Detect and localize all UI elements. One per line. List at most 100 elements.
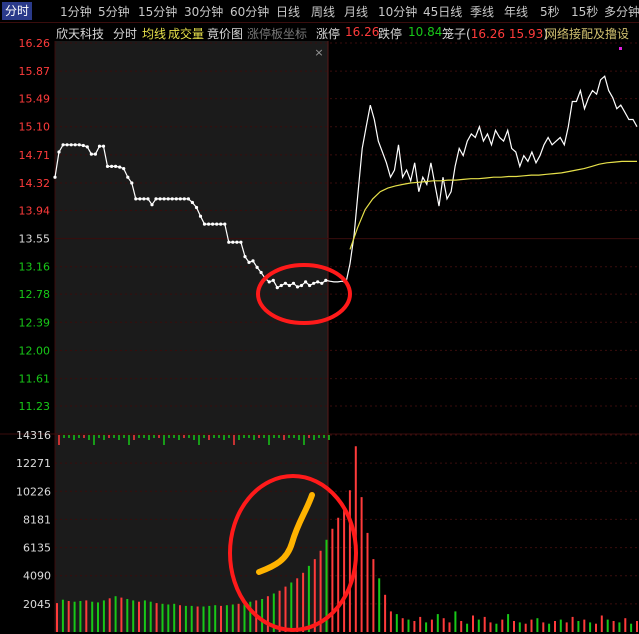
period-tab-1[interactable]: 1分钟 — [60, 5, 92, 19]
limit-down-label: 跌停 — [378, 27, 403, 41]
price-tick-label: 14.71 — [19, 149, 51, 162]
price-point — [219, 222, 223, 226]
period-tab-11[interactable]: 季线 — [470, 5, 495, 19]
price-point — [235, 240, 239, 244]
price-point — [53, 175, 57, 179]
volume-tick-label: 6135 — [23, 542, 51, 555]
price-tick-label: 13.16 — [19, 261, 51, 274]
limit-up-value: 16.26 — [345, 25, 380, 39]
period-tab-3[interactable]: 15分钟 — [138, 5, 178, 19]
price-point — [138, 197, 142, 201]
price-tick-label: 11.61 — [19, 373, 51, 386]
period-tab-0[interactable]: 分时 — [2, 2, 33, 20]
price-point — [122, 167, 126, 171]
price-point — [101, 144, 106, 148]
period-tab-5[interactable]: 60分钟 — [230, 5, 270, 19]
price-point — [202, 222, 207, 226]
cage-prefix: 笼子( — [442, 27, 471, 41]
price-point — [178, 197, 182, 201]
price-point — [198, 214, 203, 218]
price-point — [207, 222, 211, 226]
period-tab-10[interactable]: 45日线 — [423, 5, 463, 19]
price-point — [227, 240, 231, 244]
period-tab-2[interactable]: 5分钟 — [98, 5, 130, 19]
price-point — [150, 203, 154, 207]
price-tick-label: 15.49 — [19, 93, 51, 106]
price-point — [110, 164, 114, 168]
volume-tick-label: 12271 — [16, 457, 51, 470]
limit-coord-toggle[interactable]: 涨停板坐标 — [247, 27, 308, 41]
price-tick-label: 12.00 — [19, 344, 51, 357]
price-point — [271, 278, 275, 282]
period-tab-4[interactable]: 30分钟 — [184, 5, 224, 19]
price-point — [295, 285, 300, 289]
volume-tick-label: 14316 — [16, 429, 51, 442]
price-point — [166, 197, 170, 201]
price-point — [154, 197, 158, 201]
mode-label: 分时 — [113, 27, 138, 41]
price-point — [194, 205, 199, 210]
price-point — [162, 197, 166, 201]
cage-suffix: ) — [543, 27, 548, 41]
volume-tick-label: 4090 — [23, 570, 51, 583]
period-tab-13[interactable]: 5秒 — [540, 5, 560, 19]
period-tab-6[interactable]: 日线 — [276, 5, 301, 19]
price-point — [255, 265, 259, 269]
volume-toggle[interactable]: 成交量 — [168, 27, 205, 41]
price-tick-label: 11.23 — [19, 400, 51, 413]
avg-line-toggle[interactable]: 均线 — [142, 27, 167, 41]
volume-tick-label: 8181 — [23, 513, 51, 526]
period-tab-14[interactable]: 15秒 — [571, 5, 599, 19]
price-tick-label: 15.10 — [19, 121, 51, 134]
stock-name: 欣天科技 — [56, 27, 105, 41]
price-point — [279, 283, 283, 288]
price-point — [174, 197, 178, 201]
cage-low: 15.93 — [508, 27, 544, 41]
period-tab-12[interactable]: 年线 — [504, 5, 529, 19]
price-point — [287, 283, 291, 288]
limit-down-value: 10.84 — [408, 25, 443, 39]
price-point — [105, 164, 110, 168]
concept-label[interactable]: 网络接配及撸设 — [545, 27, 630, 41]
price-point — [247, 260, 251, 264]
limit-up-label: 涨停 — [316, 27, 341, 41]
price-point — [186, 197, 190, 201]
price-point — [324, 278, 328, 282]
price-point — [158, 197, 162, 201]
price-point — [170, 197, 174, 201]
price-tick-label: 12.39 — [19, 316, 51, 329]
price-point — [81, 143, 85, 148]
price-point — [142, 197, 146, 201]
price-point — [97, 144, 102, 148]
cage-high: 16.26 — [470, 27, 506, 41]
price-point — [215, 222, 219, 226]
price-point — [61, 143, 65, 147]
price-point — [299, 283, 304, 288]
price-point — [320, 281, 324, 285]
price-point — [89, 152, 93, 156]
period-tab-7[interactable]: 周线 — [311, 5, 336, 19]
price-point — [73, 143, 77, 147]
period-tab-15[interactable]: 多分钟 — [604, 5, 639, 19]
annotation-stroke — [256, 492, 315, 575]
price-point — [114, 164, 118, 168]
annotation-circle-volume — [228, 474, 358, 632]
price-point — [69, 143, 73, 147]
average-price-line — [349, 160, 637, 250]
period-tab-8[interactable]: 月线 — [344, 5, 369, 19]
price-tick-label: 15.87 — [19, 65, 51, 78]
price-point — [134, 197, 138, 201]
price-tick-label: 14.32 — [19, 177, 51, 190]
volume-tick-label: 10226 — [16, 485, 51, 498]
price-tick-label: 16.26 — [19, 37, 51, 50]
auction-chart-toggle[interactable]: 竟价图 — [207, 27, 244, 41]
annotation-circle-price — [256, 263, 352, 325]
price-point — [85, 145, 89, 149]
price-tick-label: 13.55 — [19, 233, 51, 246]
price-point — [130, 181, 134, 185]
period-tab-9[interactable]: 10分钟 — [378, 5, 418, 19]
price-point — [182, 197, 186, 201]
price-point — [223, 222, 227, 226]
price-point — [283, 281, 287, 285]
